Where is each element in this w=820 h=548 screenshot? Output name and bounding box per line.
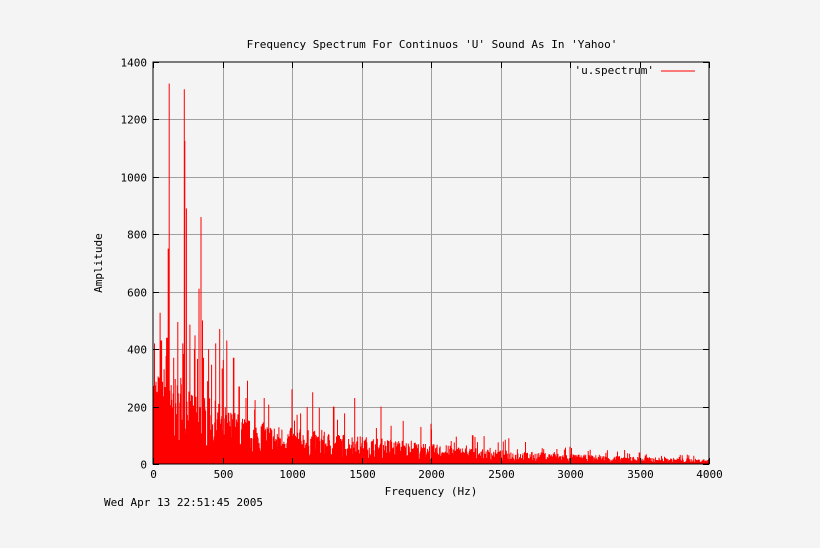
x-tick-label: 4000: [696, 468, 723, 481]
x-tick-label: 1500: [349, 468, 376, 481]
x-tick-label: 500: [214, 468, 234, 481]
y-tick-label: 1200: [121, 114, 148, 127]
y-tick-label: 400: [127, 344, 147, 357]
y-tick-label: 800: [127, 229, 147, 242]
legend-label: 'u.spectrum': [575, 64, 654, 77]
grid-lines: [153, 62, 709, 464]
y-tick-label: 0: [140, 459, 147, 472]
axis-ticks: 0 500 1000 1500 2000 2500 3000 3500 4000 0 200 400 6…: [121, 57, 723, 482]
x-tick-label: 0: [150, 468, 157, 481]
legend: 'u.spectrum': [575, 64, 695, 77]
x-tick-label: 2000: [418, 468, 445, 481]
x-tick-label: 3000: [557, 468, 584, 481]
x-tick-label: 2500: [488, 468, 515, 481]
y-tick-label: 600: [127, 287, 147, 300]
timestamp: Wed Apr 13 22:51:45 2005: [104, 496, 263, 509]
y-tick-label: 1400: [121, 57, 148, 70]
chart-title: Frequency Spectrum For Continuos 'U' Sou…: [247, 38, 618, 51]
x-tick-label: 1000: [279, 468, 306, 481]
x-tick-label: 3500: [627, 468, 654, 481]
x-axis-label: Frequency (Hz): [385, 485, 478, 498]
y-axis-label: Amplitude: [92, 233, 105, 293]
y-tick-label: 200: [127, 402, 147, 415]
y-tick-label: 1000: [121, 172, 148, 185]
